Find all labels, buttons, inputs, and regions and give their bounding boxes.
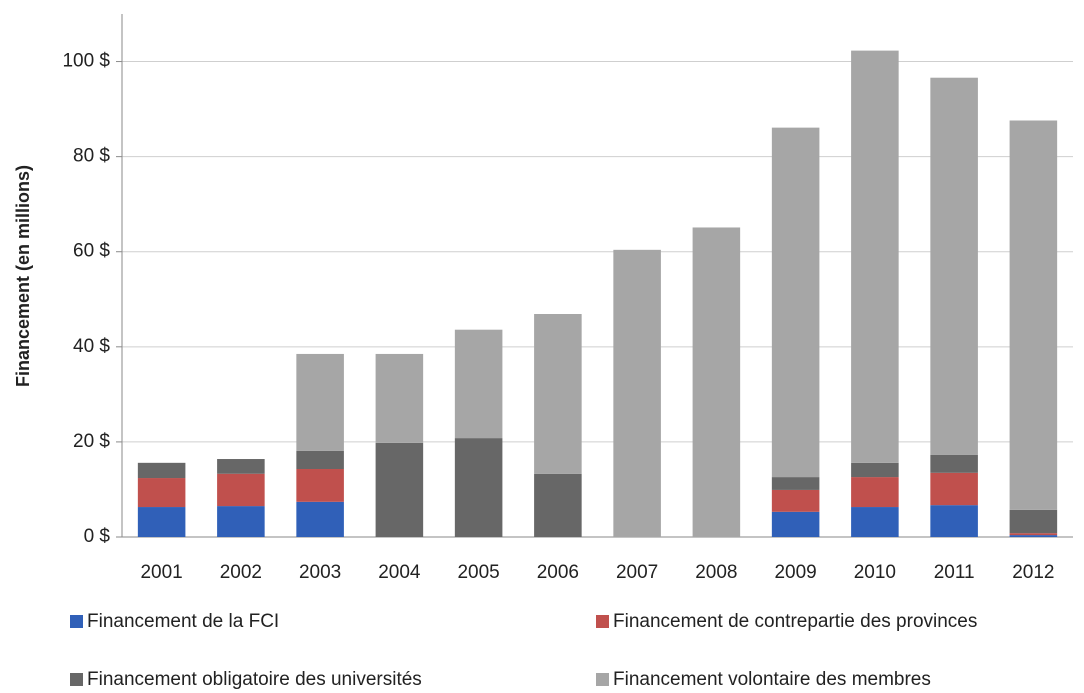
x-tick-label: 2011 — [934, 562, 975, 583]
x-tick-label: 2007 — [616, 562, 658, 583]
bar-segment — [454, 438, 503, 537]
x-tick-label: 2010 — [854, 562, 896, 583]
bar-segment — [375, 442, 424, 537]
bar-segment — [137, 478, 186, 508]
legend-label: Financement de la FCI — [87, 611, 279, 632]
bar-segment — [1009, 535, 1058, 537]
y-tick-label: 0 $ — [84, 526, 111, 547]
bar-segment — [534, 314, 582, 474]
x-tick-label: 2006 — [537, 562, 579, 583]
bar-segment — [771, 127, 820, 478]
legend-swatch — [70, 615, 83, 628]
legend-label: Financement volontaire des membres — [613, 669, 931, 690]
x-tick-label: 2001 — [140, 562, 182, 583]
bar-segment — [454, 329, 503, 439]
y-tick-label: 100 $ — [62, 51, 110, 72]
bar-segment — [771, 489, 820, 512]
legend-swatch — [596, 615, 609, 628]
bar-segment — [217, 473, 265, 507]
bar-segment — [851, 477, 899, 508]
x-tick-label: 2009 — [774, 562, 816, 583]
x-tick-label: 2008 — [695, 562, 737, 583]
bar-segment — [1009, 509, 1058, 534]
bar-segment — [851, 50, 899, 463]
bar-segment — [1009, 120, 1058, 510]
legend-swatch — [596, 673, 609, 686]
bar-segment — [692, 227, 741, 537]
x-tick-label: 2004 — [378, 562, 421, 583]
bar-segment — [930, 472, 978, 506]
bar-segment — [851, 462, 899, 478]
legend-swatch — [70, 673, 83, 686]
y-tick-label: 60 $ — [73, 241, 110, 262]
x-tick-label: 2003 — [299, 562, 341, 583]
bar-segment — [771, 511, 820, 537]
y-axis-title: Financement (en millions) — [13, 165, 33, 387]
bar-segment — [930, 505, 978, 537]
legend-label: Financement obligatoire des universités — [87, 669, 422, 690]
y-tick-label: 80 $ — [73, 146, 110, 167]
bar-segment — [137, 507, 186, 537]
bar-segment — [613, 249, 661, 538]
bar-segment — [1009, 533, 1058, 536]
bar-segment — [375, 353, 424, 443]
bar-segment — [930, 77, 978, 455]
bar-segment — [217, 506, 265, 537]
bar-segment — [296, 353, 344, 451]
legend-label: Financement de contrepartie des province… — [613, 611, 977, 632]
bar-segment — [296, 501, 344, 537]
bar-segment — [534, 473, 582, 537]
bar-segment — [771, 477, 820, 490]
bar-segment — [137, 462, 186, 479]
x-tick-label: 2002 — [220, 562, 262, 583]
bar-segment — [296, 450, 344, 470]
y-tick-label: 20 $ — [73, 431, 110, 452]
x-tick-label: 2005 — [457, 562, 499, 583]
bar-segment — [296, 469, 344, 502]
x-tick-label: 2012 — [1012, 562, 1054, 583]
bar-segment — [851, 507, 899, 537]
bar-segment — [217, 459, 265, 474]
y-tick-label: 40 $ — [73, 336, 110, 357]
bar-segment — [930, 454, 978, 473]
